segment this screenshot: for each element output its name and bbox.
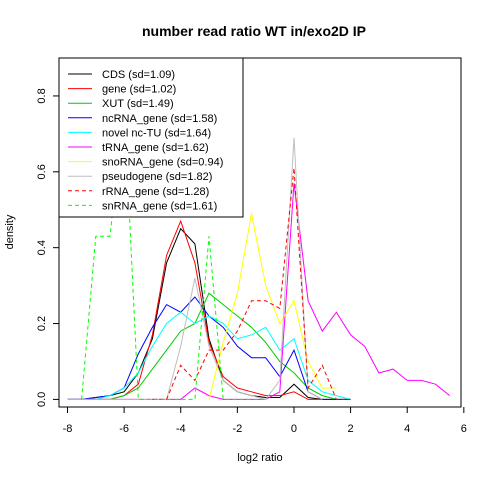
x-tick-label: -6 bbox=[119, 423, 129, 435]
series-line-snorna-gene bbox=[208, 213, 337, 400]
legend-label-trna-gene: tRNA_gene (sd=1.62) bbox=[102, 142, 209, 154]
legend-label-pseudogene: pseudogene (sd=1.82) bbox=[102, 171, 212, 183]
series-line-rrna-gene bbox=[152, 167, 351, 400]
legend-label-snorna-gene: snoRNA_gene (sd=0.94) bbox=[102, 157, 223, 169]
series-line-xut bbox=[67, 292, 351, 400]
x-tick-label: -8 bbox=[63, 423, 73, 435]
plot-series bbox=[67, 103, 451, 400]
legend-label-novel-nc-tu: novel nc-TU (sd=1.64) bbox=[102, 127, 211, 139]
y-axis-label: density bbox=[4, 214, 16, 249]
x-tick-label: 4 bbox=[404, 423, 410, 435]
x-tick-label: 0 bbox=[291, 423, 297, 435]
x-axis: -8 -6 -4 -2 0 2 4 6 bbox=[63, 407, 467, 435]
y-tick-label: 0.8 bbox=[36, 88, 48, 103]
legend-label-xut: XUT (sd=1.49) bbox=[102, 98, 174, 110]
y-tick-label: 0.4 bbox=[36, 240, 48, 255]
legend-label-snrna-gene: snRNA_gene (sd=1.61) bbox=[102, 200, 217, 212]
x-tick-label: -2 bbox=[232, 423, 242, 435]
chart-title: number read ratio WT in/exo2D IP bbox=[142, 23, 366, 39]
y-tick-label: 0.2 bbox=[36, 316, 48, 331]
legend-label-gene: gene (sd=1.02) bbox=[102, 84, 176, 96]
series-line-pseudogene bbox=[67, 137, 323, 400]
legend-label-ncrna-gene: ncRNA_gene (sd=1.58) bbox=[102, 113, 217, 125]
x-tick-label: 2 bbox=[348, 423, 354, 435]
x-tick-label: 6 bbox=[461, 423, 467, 435]
legend: CDS (sd=1.09) gene (sd=1.02) XUT (sd=1.49)… bbox=[58, 57, 244, 218]
y-tick-label: 0.6 bbox=[36, 164, 48, 179]
x-tick-label: -4 bbox=[176, 423, 186, 435]
y-tick-label: 0.0 bbox=[36, 392, 48, 407]
y-axis: 0.0 0.2 0.4 0.6 0.8 bbox=[36, 88, 59, 407]
legend-label-cds: CDS (sd=1.09) bbox=[102, 69, 175, 81]
series-line-cds bbox=[67, 227, 337, 400]
x-axis-label: log2 ratio bbox=[237, 452, 282, 464]
series-line-novel-nc-tu bbox=[67, 311, 351, 400]
legend-label-rrna-gene: rRNA_gene (sd=1.28) bbox=[102, 186, 209, 198]
plot-frame bbox=[58, 57, 462, 408]
series-line-snrna-gene bbox=[81, 103, 266, 400]
